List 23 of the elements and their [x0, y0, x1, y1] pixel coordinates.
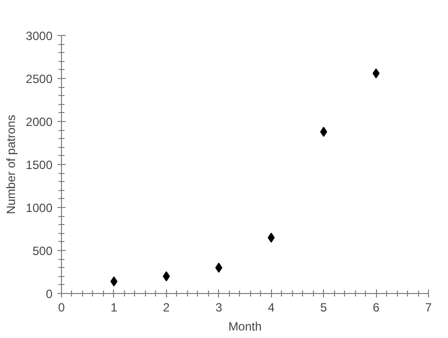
y-tick-label: 2000	[26, 115, 53, 129]
x-tick-label: 7	[425, 300, 432, 314]
x-tick-label: 5	[320, 300, 328, 314]
point	[268, 232, 275, 243]
x-tick-label: 1	[110, 300, 118, 314]
x-tick-label: 2	[163, 300, 170, 314]
x-axis-title: Month	[228, 320, 262, 334]
y-tick-label: 3000	[26, 29, 53, 43]
point	[162, 271, 170, 282]
x-tick-label: 3	[215, 300, 222, 314]
point	[320, 126, 328, 137]
y-tick-label: 1000	[26, 201, 53, 215]
y-tick-label: 1500	[26, 158, 53, 172]
x-tick-label: 4	[268, 300, 275, 314]
x-tick-label: 6	[372, 300, 380, 314]
y-tick-label: 500	[32, 244, 53, 258]
point	[110, 276, 118, 286]
point	[372, 68, 380, 78]
x-tick-label: 0	[58, 300, 66, 314]
point	[215, 262, 222, 273]
y-tick-label: 0	[46, 287, 53, 301]
y-axis-title: Number of patrons	[4, 114, 18, 214]
y-tick-label: 2500	[26, 72, 53, 86]
